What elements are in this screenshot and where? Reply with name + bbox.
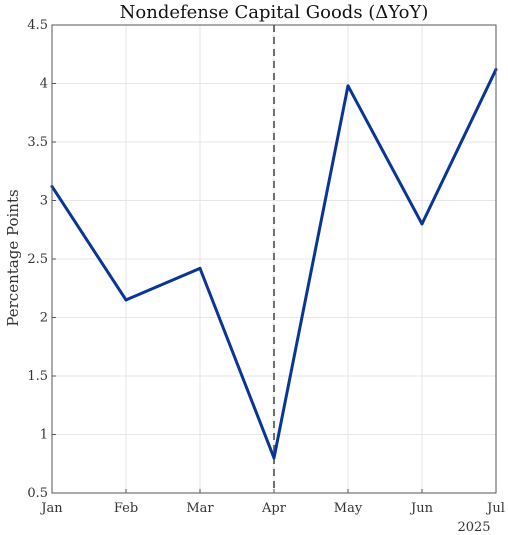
x-axis-year-label: 2025 (457, 520, 490, 535)
data-point-apr (272, 456, 276, 460)
y-tick-label-8: 4.5 (27, 18, 48, 33)
x-tick-label-jun: Jun (409, 501, 434, 516)
data-point-jun (420, 222, 424, 226)
x-tick-label-apr: Apr (261, 501, 287, 516)
y-tick-label-1: 1 (40, 428, 48, 443)
data-point-feb (124, 298, 128, 302)
x-axis-ticks: Jan Feb Mar Apr May Jun Jul (39, 489, 505, 516)
y-tick-label-0: 0.5 (27, 486, 48, 501)
y-axis-ticks: 0.5 1 1.5 2 2.5 3 3.5 4 4.5 (27, 18, 56, 501)
y-axis-label: Percentage Points (4, 189, 22, 326)
x-tick-label-feb: Feb (114, 501, 138, 516)
y-tick-label-4: 2.5 (27, 252, 48, 267)
y-tick-label-6: 3.5 (27, 135, 48, 150)
x-tick-label-mar: Mar (186, 501, 214, 516)
y-tick-label-5: 3 (40, 194, 48, 209)
x-tick-label-may: May (334, 501, 363, 516)
x-tick-label-jul: Jul (485, 501, 505, 516)
y-tick-label-3: 2 (40, 311, 48, 326)
chart-title: Nondefense Capital Goods (ΔYoY) (120, 2, 429, 23)
x-tick-label-jan: Jan (39, 501, 63, 516)
data-point-may (346, 84, 350, 88)
y-tick-label-7: 4 (40, 77, 48, 92)
y-tick-label-2: 1.5 (27, 369, 48, 384)
data-point-mar (198, 266, 202, 270)
